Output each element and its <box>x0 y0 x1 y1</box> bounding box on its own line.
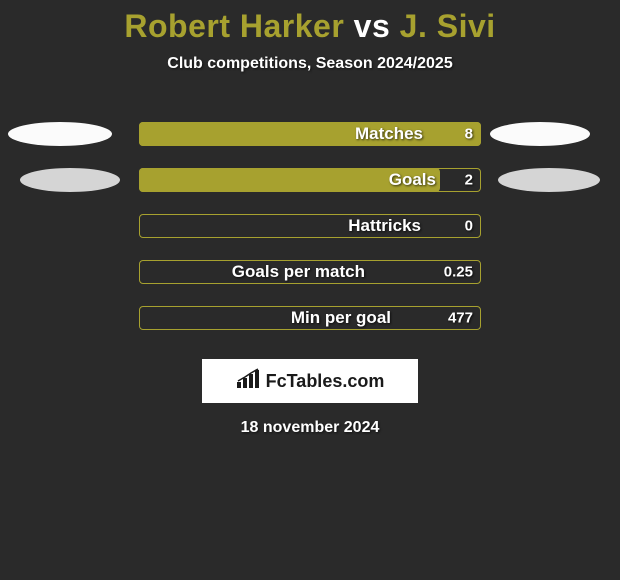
right-ellipse <box>490 122 590 146</box>
player1-name: Robert Harker <box>124 8 344 44</box>
stat-bar-border <box>139 214 481 238</box>
logo-box: FcTables.com <box>202 359 418 403</box>
stat-bar: Min per goal 477 <box>139 306 481 330</box>
stat-value: 0.25 <box>444 264 473 281</box>
logo-text: FcTables.com <box>266 371 385 392</box>
bar-chart-icon <box>236 368 262 395</box>
stat-label: Min per goal <box>291 308 391 328</box>
left-ellipse <box>8 122 112 146</box>
stat-row: Matches 8 <box>0 111 620 157</box>
stat-row: Hattricks 0 <box>0 203 620 249</box>
stat-bar: Matches 8 <box>139 122 481 146</box>
page-title: Robert Harker vs J. Sivi <box>0 0 620 45</box>
stats-chart: Matches 8 Goals 2 Hattricks 0 Goals per match 0… <box>0 111 620 341</box>
subtitle: Club competitions, Season 2024/2025 <box>0 55 620 73</box>
stat-value: 477 <box>448 310 473 327</box>
stat-value: 0 <box>465 218 473 235</box>
stat-bar: Hattricks 0 <box>139 214 481 238</box>
stat-value: 2 <box>465 172 473 189</box>
date-text: 18 november 2024 <box>0 419 620 437</box>
stat-row: Goals per match 0.25 <box>0 249 620 295</box>
stat-bar: Goals 2 <box>139 168 481 192</box>
stat-row: Goals 2 <box>0 157 620 203</box>
stat-label: Goals <box>389 170 436 190</box>
stat-label: Goals per match <box>232 262 365 282</box>
stat-label: Hattricks <box>348 216 421 236</box>
stat-row: Min per goal 477 <box>0 295 620 341</box>
stat-value: 8 <box>465 126 473 143</box>
stat-label: Matches <box>355 124 423 144</box>
left-ellipse <box>20 168 120 192</box>
stat-bar-fill <box>139 122 481 146</box>
vs-text: vs <box>354 8 391 44</box>
stat-bar: Goals per match 0.25 <box>139 260 481 284</box>
right-ellipse <box>498 168 600 192</box>
player2-name: J. Sivi <box>400 8 496 44</box>
